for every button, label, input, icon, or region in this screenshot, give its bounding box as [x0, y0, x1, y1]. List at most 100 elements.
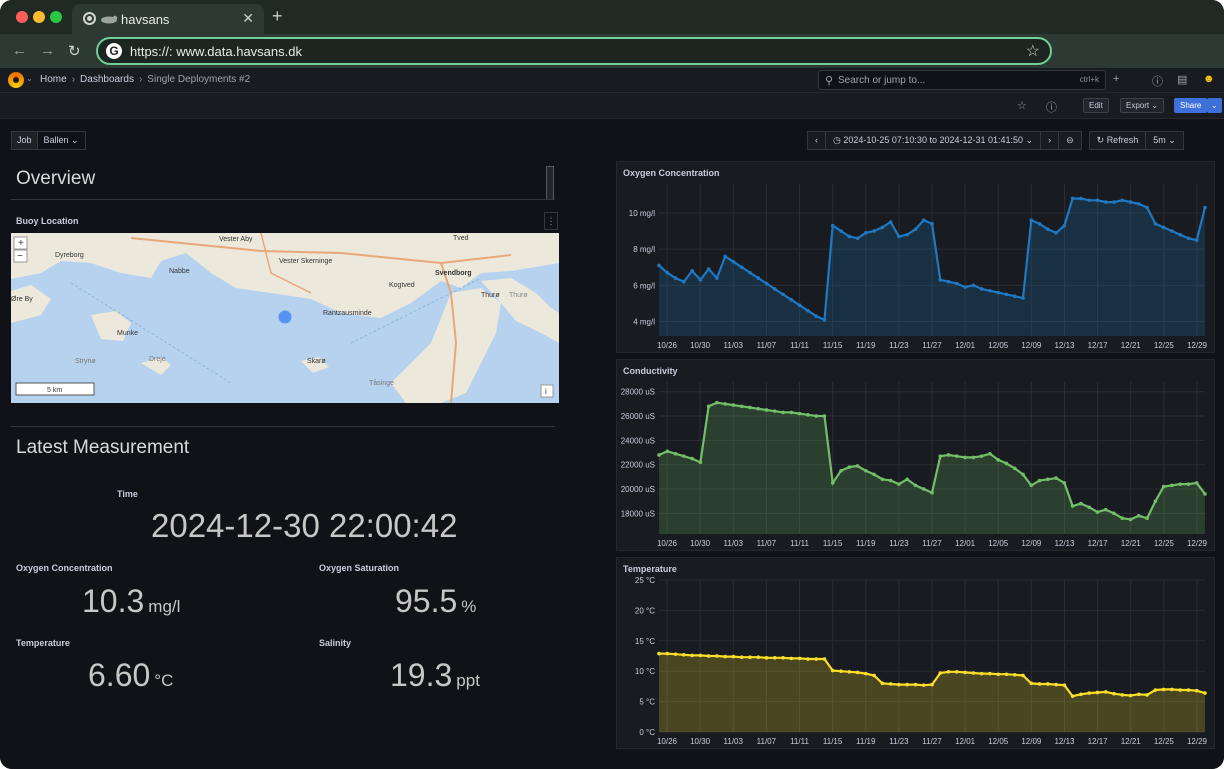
time-controls: ‹ ◷ 2024-10-25 07:10:30 to 2024-12-31 01…	[807, 131, 1184, 150]
data-point	[1137, 513, 1141, 518]
land-west	[11, 285, 51, 323]
chevron-down-icon[interactable]: ⌄	[26, 74, 33, 83]
breadcrumb-home[interactable]: Home	[40, 74, 67, 85]
share-button[interactable]: Share	[1174, 98, 1208, 113]
road	[130, 237, 512, 265]
minimize-window-button[interactable]	[33, 11, 45, 23]
data-point	[930, 222, 934, 226]
y-tick-label: 6 mg/l	[633, 281, 655, 290]
close-tab-icon[interactable]: ✕	[242, 10, 254, 26]
data-point	[1112, 511, 1116, 516]
map-label: Munke	[117, 330, 138, 337]
address-bar[interactable]: G https://: www.data.havsans.dk ☆	[96, 37, 1052, 65]
zoom-out-button[interactable]	[13, 249, 28, 263]
data-point	[1095, 198, 1100, 203]
add-button[interactable]: +	[1113, 73, 1120, 85]
data-point	[1145, 205, 1149, 210]
data-point	[797, 411, 802, 416]
refresh-interval-picker[interactable]: 5m ⌄	[1145, 131, 1184, 150]
back-arrow-icon[interactable]: ←	[12, 42, 27, 59]
zoom-out-icon[interactable]: ⊖	[1058, 131, 1082, 150]
favorite-star-icon[interactable]: ☆	[1017, 100, 1027, 112]
oxygen-chart[interactable]: 4 mg/l 6 mg/l 8 mg/l 10 mg/l 10/26 10/30 11/03…	[617, 162, 1216, 354]
data-point	[706, 404, 711, 409]
map-label: Dreje	[149, 356, 166, 363]
data-point	[781, 292, 785, 297]
data-point	[1178, 232, 1182, 237]
news-icon[interactable]: ▤	[1177, 74, 1188, 86]
bookmark-star-icon[interactable]: ☆	[1025, 43, 1040, 60]
map-label: Vester Skerninge	[279, 258, 332, 265]
new-tab-button[interactable]: +	[272, 6, 283, 26]
export-button[interactable]: Export ⌄	[1120, 98, 1165, 113]
breadcrumb-dashboards[interactable]: Dashboards	[80, 74, 134, 85]
job-variable[interactable]: Job Ballen ⌄	[11, 131, 86, 150]
shipping-lane	[350, 277, 482, 344]
search-input[interactable]: ⚲ Search or jump to... ctrl+k	[818, 70, 1106, 90]
data-point	[971, 671, 976, 675]
map-label: Dyreborg	[55, 252, 84, 259]
data-point	[1087, 505, 1091, 510]
url-text[interactable]: https://: www.data.havsans.dk	[130, 44, 302, 59]
data-point	[979, 287, 984, 291]
data-point	[913, 483, 918, 488]
data-point	[1021, 673, 1025, 678]
data-point	[1203, 691, 1207, 695]
scrollbar[interactable]	[546, 166, 554, 200]
data-point	[739, 404, 744, 409]
x-tick-label: 11/23	[889, 341, 909, 350]
data-point	[1170, 229, 1174, 233]
data-point	[657, 453, 661, 457]
reload-icon[interactable]: ↻	[68, 43, 81, 60]
data-point	[880, 681, 885, 686]
temperature-chart[interactable]: 0 °C 5 °C 10 °C 15 °C 20 °C 25 °C 10/26 10/30 11…	[617, 558, 1216, 750]
time-range-picker[interactable]: ◷ 2024-10-25 07:10:30 to 2024-12-31 01:4…	[825, 131, 1042, 150]
temperature-panel: 0 °C 5 °C 10 °C 15 °C 20 °C 25 °C 10/26 10/30 11…	[616, 557, 1215, 749]
map-canvas[interactable]: Vester Aby Tved Dyreborg Nabbe Vester Sk…	[11, 233, 559, 403]
edit-button[interactable]: Edit	[1083, 98, 1109, 113]
map-info-button[interactable]	[540, 384, 554, 398]
data-point	[905, 232, 909, 237]
time-forward-button[interactable]: ›	[1040, 131, 1060, 150]
close-window-button[interactable]	[16, 11, 28, 23]
data-point	[971, 455, 976, 460]
refresh-button[interactable]: ↻ Refresh	[1088, 131, 1147, 150]
x-tick-label: 10/30	[690, 539, 711, 548]
share-dropdown-button[interactable]: ⌄	[1207, 98, 1222, 113]
data-point	[855, 236, 860, 241]
x-tick-label: 12/09	[1021, 539, 1042, 548]
x-tick-label: 11/11	[790, 539, 809, 548]
data-point	[690, 456, 694, 461]
data-point	[814, 414, 818, 418]
data-point	[872, 229, 876, 233]
time-back-button[interactable]: ‹	[807, 131, 826, 150]
maximize-window-button[interactable]	[50, 11, 62, 23]
data-point	[1203, 492, 1207, 496]
info-icon[interactable]: ⓘ	[1046, 102, 1057, 114]
forward-arrow-icon[interactable]: →	[40, 42, 55, 59]
conductivity-chart[interactable]: 18000 uS 20000 uS 22000 uS 24000 uS 26000 uS…	[617, 360, 1216, 552]
land-taasinge	[391, 288, 501, 403]
buoy-marker[interactable]	[278, 310, 292, 324]
data-point	[657, 651, 661, 656]
zoom-in-button[interactable]	[13, 236, 28, 250]
job-select[interactable]: Ballen ⌄	[43, 135, 79, 145]
help-icon[interactable]: ⓘ	[1152, 76, 1163, 88]
data-point	[731, 260, 736, 264]
data-point	[690, 269, 694, 273]
zoom-out-label: −	[17, 251, 23, 262]
panel-menu-icon[interactable]: ⋮	[544, 212, 558, 230]
data-point	[822, 414, 827, 418]
grafana-logo-icon[interactable]	[8, 72, 24, 88]
data-point	[1079, 196, 1083, 201]
browser-tab[interactable]: havsans ✕	[72, 4, 264, 34]
buoy-map[interactable]: Vester Aby Tved Dyreborg Nabbe Vester Sk…	[11, 233, 559, 403]
avatar[interactable]: ☻	[1203, 73, 1215, 85]
job-label: Job	[12, 132, 38, 149]
y-tick-label: 5 °C	[639, 698, 655, 707]
data-point	[673, 652, 678, 656]
x-tick-label: 12/29	[1187, 539, 1208, 548]
stat-value: 19.3 ppt	[390, 657, 480, 694]
map-label: Kogtved	[389, 282, 415, 289]
conductivity-panel: 18000 uS 20000 uS 22000 uS 24000 uS 26000 uS…	[616, 359, 1215, 551]
